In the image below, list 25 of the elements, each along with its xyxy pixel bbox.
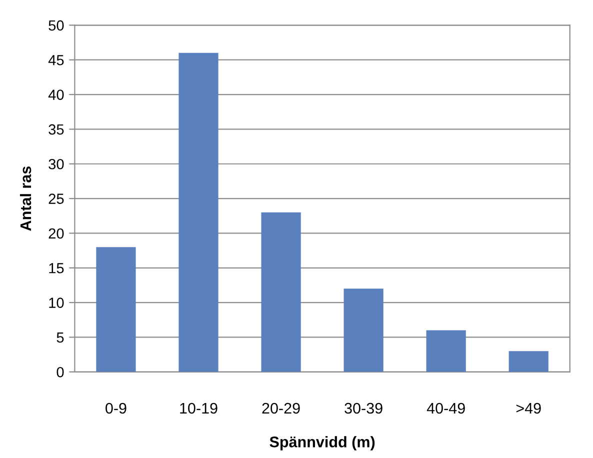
y-tick-label: 20 xyxy=(48,228,64,239)
y-tick-label: 50 xyxy=(48,20,64,31)
bar xyxy=(178,52,218,372)
y-axis-title: Antal ras xyxy=(20,166,32,231)
y-tick-label: 40 xyxy=(48,90,64,100)
y-tick-label: 15 xyxy=(49,263,64,274)
x-tick-label: 0-9 xyxy=(106,402,126,414)
x-tick-label: >49 xyxy=(516,402,541,414)
x-tick-label: 40-49 xyxy=(426,402,465,414)
y-tick-label: 45 xyxy=(48,55,64,66)
x-tick-label: 20-29 xyxy=(262,402,300,414)
bar xyxy=(261,212,301,372)
x-tick-label: 30-39 xyxy=(344,402,382,414)
y-tick-label: 25 xyxy=(48,194,64,204)
y-tick-label: 10 xyxy=(49,298,64,308)
x-tick-label: 10-19 xyxy=(180,402,218,414)
bar xyxy=(426,330,466,372)
bar xyxy=(96,247,136,372)
x-axis-title: Spännvidd (m) xyxy=(270,436,375,450)
bar xyxy=(508,351,548,372)
y-tick-label: 5 xyxy=(56,332,64,343)
y-tick-label: 30 xyxy=(48,158,64,170)
y-tick-label: 0 xyxy=(56,366,64,378)
y-tick-label: 35 xyxy=(48,124,64,135)
bar xyxy=(344,288,384,372)
